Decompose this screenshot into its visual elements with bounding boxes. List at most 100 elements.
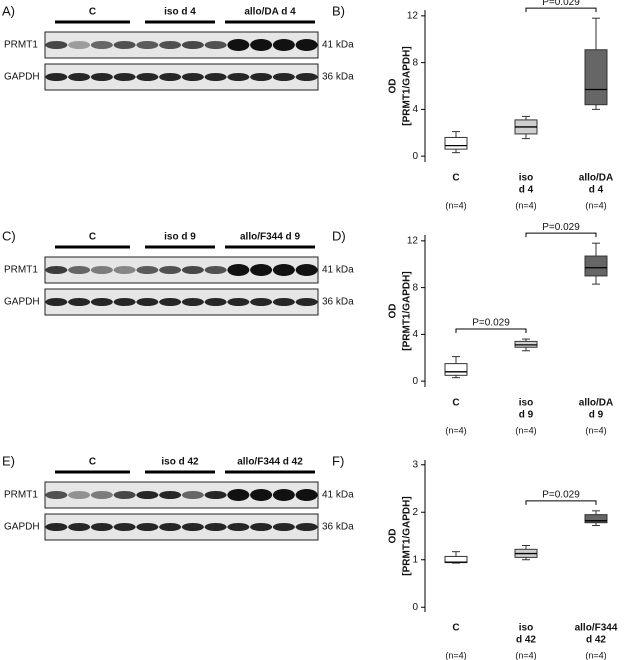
group-label: iso d 9 bbox=[164, 232, 196, 243]
band bbox=[113, 41, 136, 49]
y-tick-label: 1 bbox=[412, 554, 418, 565]
band bbox=[45, 491, 68, 499]
group-label: C bbox=[89, 232, 96, 243]
band bbox=[113, 491, 136, 499]
band bbox=[181, 298, 204, 306]
band bbox=[113, 298, 136, 306]
band bbox=[272, 39, 295, 51]
band bbox=[204, 73, 227, 81]
band bbox=[159, 523, 182, 531]
y-tick-label: 8 bbox=[412, 57, 418, 68]
band bbox=[90, 523, 113, 531]
band bbox=[159, 266, 182, 274]
y-tick-label: 2 bbox=[412, 507, 418, 518]
panel-label: D) bbox=[332, 228, 346, 243]
band bbox=[295, 264, 318, 276]
row-label: GAPDH bbox=[4, 72, 40, 83]
group-label: C bbox=[89, 457, 96, 468]
group-label: iso d 4 bbox=[164, 7, 196, 18]
significance-label: P=0.029 bbox=[542, 0, 580, 8]
band bbox=[45, 298, 68, 306]
band bbox=[227, 523, 250, 531]
y-axis-label: OD bbox=[388, 304, 399, 319]
band bbox=[159, 73, 182, 81]
band bbox=[45, 266, 68, 274]
x-tick-label: iso bbox=[519, 623, 533, 634]
group-label: C bbox=[89, 7, 96, 18]
group-label: allo/F344 d 42 bbox=[237, 457, 303, 468]
band bbox=[159, 298, 182, 306]
blot-strip bbox=[44, 31, 319, 59]
band bbox=[136, 491, 159, 499]
band bbox=[68, 298, 91, 306]
y-tick-label: 0 bbox=[412, 151, 418, 162]
n-label: (n=4) bbox=[515, 200, 536, 210]
size-label: 41 kDa bbox=[322, 490, 354, 501]
x-tick-label: C bbox=[452, 623, 459, 634]
blot-strip bbox=[44, 256, 319, 284]
panel-label: B) bbox=[332, 3, 345, 18]
band bbox=[159, 491, 182, 499]
band bbox=[204, 523, 227, 531]
band bbox=[90, 491, 113, 499]
group-label: iso d 42 bbox=[161, 457, 199, 468]
significance-label: P=0.029 bbox=[472, 318, 510, 329]
band bbox=[159, 41, 182, 49]
band bbox=[45, 73, 68, 81]
y-tick-label: 12 bbox=[407, 235, 419, 246]
band bbox=[272, 489, 295, 501]
n-label: (n=4) bbox=[585, 200, 606, 210]
y-axis-label: [PRMT1/GAPDH] bbox=[402, 46, 413, 125]
band bbox=[136, 298, 159, 306]
size-label: 36 kDa bbox=[322, 72, 354, 83]
x-tick-label: C bbox=[452, 398, 459, 409]
band bbox=[250, 523, 273, 531]
y-tick-label: 8 bbox=[412, 282, 418, 293]
box bbox=[444, 363, 468, 376]
size-label: 41 kDa bbox=[322, 265, 354, 276]
row-label: PRMT1 bbox=[4, 265, 38, 276]
y-axis-label: [PRMT1/GAPDH] bbox=[402, 496, 413, 575]
band bbox=[90, 41, 113, 49]
y-axis-label: OD bbox=[388, 529, 399, 544]
x-tick-label: allo/F344 bbox=[575, 623, 618, 634]
box bbox=[584, 255, 608, 277]
x-tick-label: d 4 bbox=[519, 185, 534, 196]
band bbox=[68, 266, 91, 274]
y-tick-label: 0 bbox=[412, 602, 418, 613]
x-tick-label: C bbox=[452, 173, 459, 184]
band bbox=[204, 41, 227, 49]
band bbox=[45, 523, 68, 531]
group-label: allo/DA d 4 bbox=[244, 7, 296, 18]
box bbox=[444, 136, 468, 150]
band bbox=[250, 39, 273, 51]
x-tick-label: d 9 bbox=[589, 410, 604, 421]
significance-bracket bbox=[455, 328, 527, 334]
band bbox=[181, 41, 204, 49]
x-tick-label: d 42 bbox=[516, 635, 536, 646]
band bbox=[113, 523, 136, 531]
band bbox=[136, 73, 159, 81]
band bbox=[181, 523, 204, 531]
significance-bracket bbox=[525, 232, 597, 238]
blot-strip bbox=[44, 288, 319, 316]
band bbox=[227, 264, 250, 276]
y-tick-label: 0 bbox=[412, 376, 418, 387]
band bbox=[250, 298, 273, 306]
band bbox=[90, 73, 113, 81]
box bbox=[584, 49, 608, 106]
x-tick-label: d 4 bbox=[589, 185, 604, 196]
panel-label: C) bbox=[2, 228, 16, 243]
band bbox=[68, 41, 91, 49]
y-tick-label: 4 bbox=[412, 104, 418, 115]
band bbox=[68, 73, 91, 81]
n-label: (n=4) bbox=[585, 650, 606, 660]
significance-bracket bbox=[525, 7, 597, 13]
size-label: 41 kDa bbox=[322, 40, 354, 51]
x-tick-label: iso bbox=[519, 173, 533, 184]
box bbox=[584, 514, 608, 524]
band bbox=[272, 73, 295, 81]
size-label: 36 kDa bbox=[322, 297, 354, 308]
size-label: 36 kDa bbox=[322, 522, 354, 533]
